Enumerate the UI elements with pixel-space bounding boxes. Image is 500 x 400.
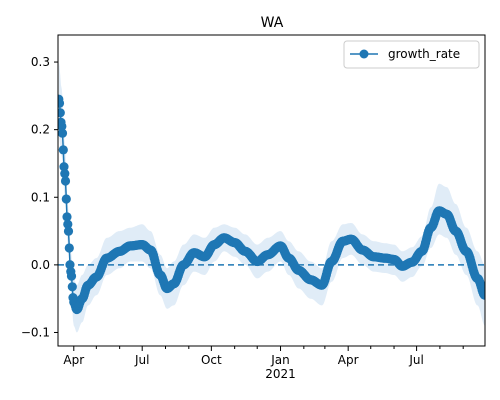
x-tick-label: Apr [63, 353, 84, 367]
x-tick-label: Jul [408, 353, 423, 367]
x-tick-label: Jul [134, 353, 149, 367]
data-point [65, 260, 75, 270]
data-point [62, 212, 72, 222]
y-tick-label: 0.0 [31, 258, 50, 272]
data-point [58, 145, 68, 155]
y-tick-label: −0.1 [21, 325, 50, 339]
growth-rate-markers [58, 94, 485, 315]
legend-marker-swatch [359, 49, 369, 59]
data-point [61, 194, 71, 204]
x-tick-label: Oct [201, 353, 222, 367]
y-tick-label: 0.2 [31, 123, 50, 137]
y-tick-label: 0.1 [31, 190, 50, 204]
data-point [58, 108, 65, 118]
chart-title: WA [261, 15, 284, 31]
data-point [64, 243, 74, 253]
x-tick-label: Apr [338, 353, 359, 367]
data-point [58, 128, 68, 138]
axes: −0.1 0.0 0.1 0.2 0.3 Apr Jul Oct Jan Apr Jul 2021 [21, 34, 486, 381]
legend-box [343, 40, 480, 69]
legend: growth_rate [343, 40, 480, 69]
data-point [67, 282, 77, 292]
data-point [59, 162, 69, 172]
plot-area [58, 62, 485, 333]
y-tick-label: 0.3 [31, 55, 50, 69]
data-point [63, 226, 74, 236]
data-point [58, 98, 65, 108]
growth-rate-line [58, 99, 485, 311]
axes-frame [57, 34, 486, 347]
data-point [58, 121, 67, 131]
x-tick-label: Jan [270, 353, 290, 367]
x-year-label: 2021 [265, 367, 296, 381]
data-point [480, 290, 485, 300]
data-point [66, 271, 77, 281]
data-point [63, 219, 73, 229]
data-point [60, 169, 70, 179]
data-point [60, 176, 71, 186]
confidence-band [58, 62, 485, 333]
legend-label: growth_rate [388, 47, 460, 61]
